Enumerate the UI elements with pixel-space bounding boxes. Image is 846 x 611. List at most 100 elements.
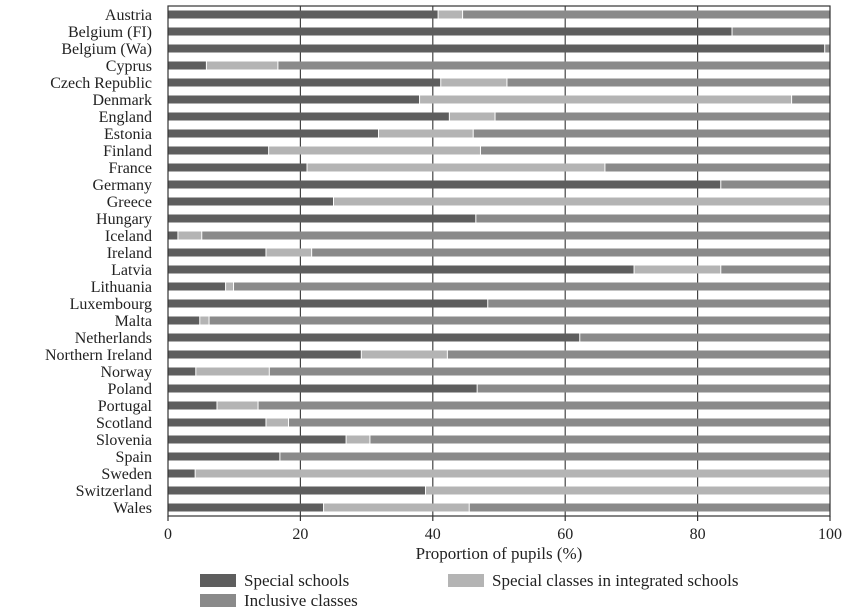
category-label: Austria	[105, 7, 152, 24]
bar-france-special-classes-in-integrated-schools	[307, 163, 605, 172]
bar-lithuania-inclusive-classes	[233, 282, 831, 291]
bar-portugal-special-classes-in-integrated-schools	[216, 401, 259, 410]
category-label: Switzerland	[76, 483, 152, 500]
bar-scotland-special-classes-in-integrated-schools	[265, 418, 289, 427]
bars-layer	[168, 10, 831, 512]
bar-denmark-inclusive-classes	[791, 95, 830, 104]
bar-wales-special-classes-in-integrated-schools	[323, 503, 470, 512]
category-label: Malta	[115, 313, 152, 330]
bar-scotland-special-schools	[168, 418, 266, 427]
x-tick-label: 100	[818, 526, 842, 543]
bar-iceland-inclusive-classes	[201, 231, 831, 240]
bar-iceland-special-classes-in-integrated-schools	[177, 231, 202, 240]
category-label: Wales	[113, 500, 152, 517]
bar-hungary-special-schools	[168, 214, 476, 223]
bar-greece-special-classes-in-integrated-schools	[333, 197, 830, 206]
grid-layer	[299, 6, 699, 516]
bar-latvia-inclusive-classes	[720, 265, 830, 274]
bar-luxembourg-inclusive-classes	[487, 299, 830, 308]
bar-finland-special-schools	[168, 146, 269, 155]
bar-czech-republic-special-schools	[168, 78, 441, 87]
category-label: Finland	[103, 143, 152, 160]
plot-frame	[167, 5, 831, 517]
category-label: Lithuania	[91, 279, 152, 296]
legend-swatch-special-classes-in-integrated-schools	[448, 574, 484, 587]
bar-england-special-classes-in-integrated-schools	[449, 112, 496, 121]
category-label: Ireland	[107, 245, 152, 262]
bar-spain-inclusive-classes	[279, 452, 830, 461]
bar-england-special-schools	[168, 112, 450, 121]
bar-austria-special-classes-in-integrated-schools	[438, 10, 463, 19]
bar-greece-special-schools	[168, 197, 334, 206]
bar-ireland-special-schools	[168, 248, 266, 257]
bar-france-special-schools	[168, 163, 308, 172]
bar-norway-special-schools	[168, 367, 196, 376]
bar-iceland-special-schools	[168, 231, 178, 240]
legend-label-inclusive-classes: Inclusive classes	[244, 591, 358, 610]
category-label: Poland	[108, 381, 152, 398]
bar-spain-special-schools	[168, 452, 280, 461]
bar-slovenia-inclusive-classes	[369, 435, 830, 444]
category-label: Slovenia	[96, 432, 152, 449]
bar-malta-special-schools	[168, 316, 200, 325]
bar-poland-inclusive-classes	[477, 384, 830, 393]
bar-czech-republic-special-classes-in-integrated-schools	[440, 78, 507, 87]
bar-finland-special-classes-in-integrated-schools	[268, 146, 481, 155]
category-label: England	[99, 109, 152, 126]
bar-denmark-special-classes-in-integrated-schools	[419, 95, 792, 104]
x-tick-label: 0	[164, 526, 172, 543]
bar-portugal-special-schools	[168, 401, 217, 410]
category-label: Estonia	[104, 126, 152, 143]
bar-malta-inclusive-classes	[209, 316, 830, 325]
category-label: Portugal	[98, 398, 153, 415]
bar-estonia-special-schools	[168, 129, 379, 138]
bar-ireland-special-classes-in-integrated-schools	[265, 248, 312, 257]
bar-scotland-inclusive-classes	[288, 418, 830, 427]
bar-sweden-special-classes-in-integrated-schools	[195, 469, 831, 478]
bar-lithuania-special-schools	[168, 282, 226, 291]
bar-poland-special-schools	[168, 384, 478, 393]
category-label: Netherlands	[75, 330, 152, 347]
bar-france-inclusive-classes	[604, 163, 830, 172]
bar-netherlands-inclusive-classes	[579, 333, 830, 342]
category-label: Belgium (Wa)	[61, 41, 152, 58]
bar-belgium-wa--special-schools	[168, 44, 825, 53]
bar-austria-special-schools	[168, 10, 439, 19]
bar-norway-inclusive-classes	[269, 367, 830, 376]
bar-switzerland-special-schools	[168, 486, 426, 495]
category-label: Greece	[107, 194, 152, 211]
category-label: Germany	[92, 177, 152, 194]
bar-cyprus-inclusive-classes	[277, 61, 831, 70]
bar-sweden-special-schools	[168, 469, 196, 478]
legend-label-special-classes-in-integrated-schools: Special classes in integrated schools	[492, 571, 738, 590]
bar-germany-special-schools	[168, 180, 721, 189]
category-label: Luxembourg	[70, 296, 152, 313]
legend-swatch-inclusive-classes	[200, 594, 236, 607]
bar-wales-inclusive-classes	[469, 503, 830, 512]
x-axis-ticks: 0 20 40 60 80 100	[164, 516, 842, 543]
category-label: France	[108, 160, 152, 177]
bar-portugal-inclusive-classes	[258, 401, 831, 410]
bar-hungary-inclusive-classes	[475, 214, 830, 223]
bar-norway-special-classes-in-integrated-schools	[195, 367, 270, 376]
category-label: Northern Ireland	[45, 347, 152, 364]
bar-wales-special-schools	[168, 503, 324, 512]
category-label: Iceland	[105, 228, 152, 245]
bar-malta-special-classes-in-integrated-schools	[199, 316, 210, 325]
bar-ireland-inclusive-classes	[311, 248, 830, 257]
bar-belgium-fi--inclusive-classes	[732, 27, 830, 36]
bar-northern-ireland-inclusive-classes	[447, 350, 830, 359]
bar-netherlands-special-schools	[168, 333, 580, 342]
x-axis-title: Proportion of pupils (%)	[416, 544, 583, 563]
bar-northern-ireland-special-classes-in-integrated-schools	[361, 350, 448, 359]
bar-germany-inclusive-classes	[720, 180, 830, 189]
legend-label-special-schools: Special schools	[244, 571, 349, 590]
bar-estonia-special-classes-in-integrated-schools	[378, 129, 474, 138]
bar-czech-republic-inclusive-classes	[506, 78, 830, 87]
category-label: Czech Republic	[50, 75, 152, 92]
category-label: Belgium (FI)	[68, 24, 152, 41]
category-label: Hungary	[96, 211, 152, 228]
bar-belgium-wa--inclusive-classes	[824, 44, 830, 53]
